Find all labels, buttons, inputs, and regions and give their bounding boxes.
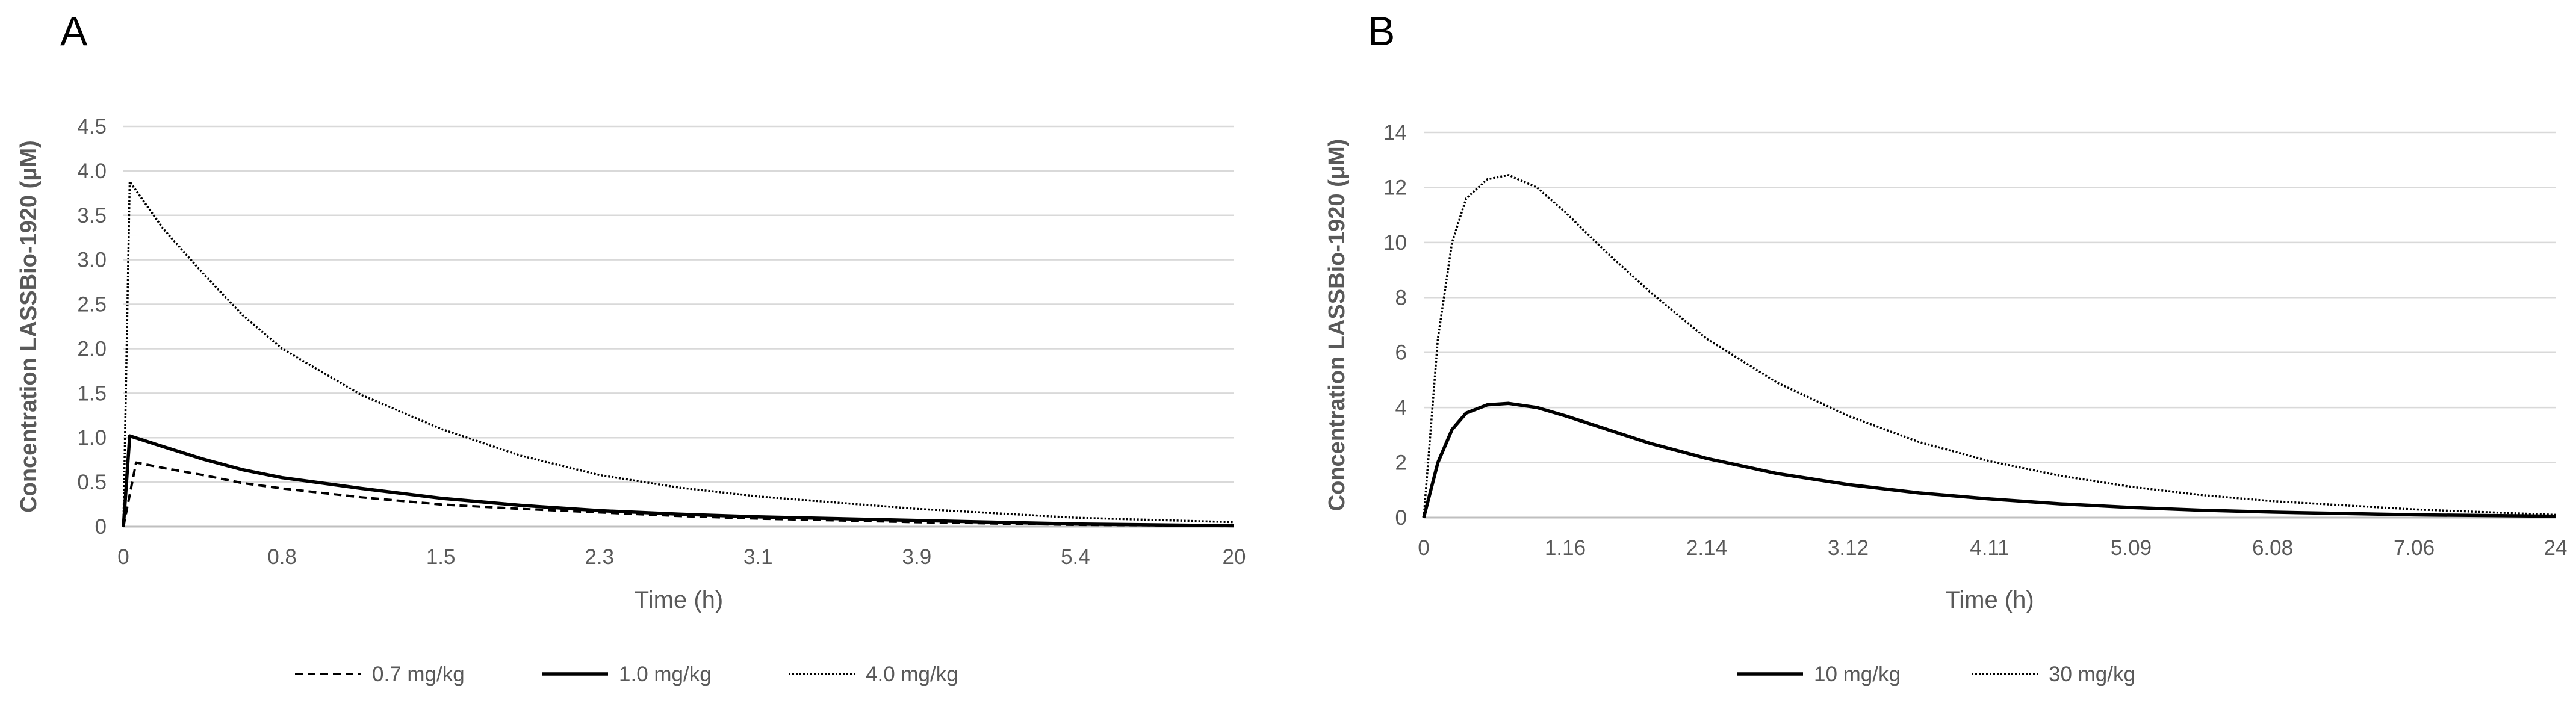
legend-label: 30 mg/kg	[2049, 663, 2135, 686]
y-axis-title: Concentration LASSBio-1920 (μM)	[1324, 139, 1350, 512]
y-tick-label: 6	[1395, 341, 1407, 365]
x-tick-label: 3.12	[1828, 536, 1869, 560]
y-axis-title: Concentration LASSBio-1920 (μM)	[16, 140, 42, 513]
y-tick-label: 12	[1383, 176, 1407, 199]
y-tick-label: 2.5	[77, 293, 107, 317]
x-tick-label: 6.08	[2252, 536, 2293, 560]
series-line	[122, 461, 1235, 527]
legend-label: 1.0 mg/kg	[619, 663, 712, 686]
x-tick-label: 0.8	[267, 545, 297, 569]
x-tick-label: 1.16	[1545, 536, 1586, 560]
legend-label: 0.7 mg/kg	[372, 663, 465, 686]
x-tick-label: 7.06	[2394, 536, 2435, 560]
series-line	[1423, 174, 2556, 518]
x-tick-label: 2.3	[585, 545, 614, 569]
series-line	[122, 180, 1235, 527]
y-tick-label: 3.0	[77, 249, 107, 272]
y-tick-label: 0	[1395, 506, 1407, 530]
y-tick-label: 4.5	[77, 115, 107, 138]
x-tick-label: 5.4	[1061, 545, 1090, 569]
x-tick-label: 3.9	[902, 545, 932, 569]
y-tick-label: 3.5	[77, 204, 107, 228]
panel-b-letter: B	[1368, 8, 1395, 54]
y-tick-label: 4	[1395, 396, 1407, 419]
y-tick-label: 0	[95, 515, 107, 539]
panel-a-letter: A	[60, 8, 88, 54]
y-tick-label: 0.5	[77, 471, 107, 494]
y-tick-label: 2.0	[77, 337, 107, 361]
y-tick-label: 14	[1383, 121, 1407, 144]
y-tick-label: 2	[1395, 451, 1407, 475]
x-axis-title: Time (h)	[1945, 587, 2034, 613]
x-tick-label: 3.1	[743, 545, 773, 569]
x-tick-label: 1.5	[426, 545, 456, 569]
x-tick-label: 0	[1418, 536, 1429, 560]
x-tick-label: 2.14	[1686, 536, 1727, 560]
legend-label: 10 mg/kg	[1814, 663, 1901, 686]
x-tick-label: 24	[2544, 536, 2568, 560]
series-line	[1422, 401, 2556, 518]
y-tick-label: 4.0	[77, 159, 107, 183]
x-tick-label: 5.09	[2111, 536, 2152, 560]
x-tick-label: 4.11	[1970, 536, 2010, 560]
y-tick-label: 1.0	[77, 426, 107, 450]
x-tick-label: 0	[117, 545, 129, 569]
y-tick-label: 10	[1383, 231, 1407, 255]
legend-label: 4.0 mg/kg	[866, 663, 958, 686]
y-tick-label: 8	[1395, 286, 1407, 309]
x-tick-label: 20	[1223, 545, 1246, 569]
y-tick-label: 1.5	[77, 382, 107, 405]
panel-a-chart: 0 0.5 1.0 1.5 2.0 2.5 3.0 3.5 4.0 4.5 0 0.8 1.5 2.3 3.…	[16, 115, 1246, 686]
x-axis-title: Time (h)	[635, 587, 723, 613]
series-line	[122, 434, 1235, 528]
